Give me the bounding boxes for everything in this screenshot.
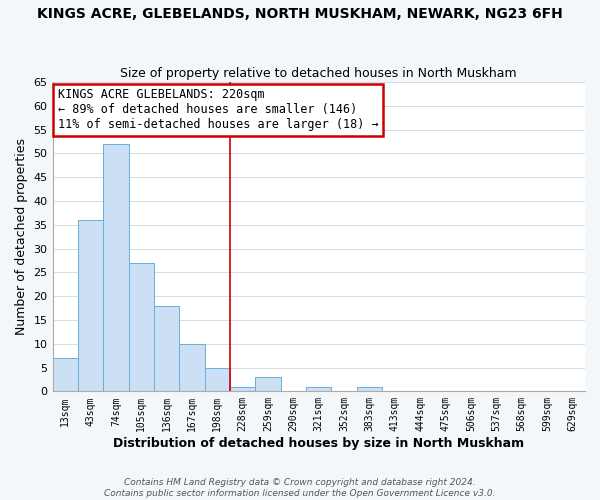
Text: Contains HM Land Registry data © Crown copyright and database right 2024.
Contai: Contains HM Land Registry data © Crown c… — [104, 478, 496, 498]
Bar — [53, 358, 78, 392]
Bar — [128, 263, 154, 392]
Text: KINGS ACRE GLEBELANDS: 220sqm
← 89% of detached houses are smaller (146)
11% of : KINGS ACRE GLEBELANDS: 220sqm ← 89% of d… — [58, 88, 379, 131]
Bar — [78, 220, 103, 392]
Title: Size of property relative to detached houses in North Muskham: Size of property relative to detached ho… — [121, 66, 517, 80]
Bar — [179, 344, 205, 392]
Bar — [230, 386, 256, 392]
Bar — [103, 144, 128, 392]
Bar — [256, 377, 281, 392]
Y-axis label: Number of detached properties: Number of detached properties — [15, 138, 28, 335]
X-axis label: Distribution of detached houses by size in North Muskham: Distribution of detached houses by size … — [113, 437, 524, 450]
Bar — [154, 306, 179, 392]
Text: KINGS ACRE, GLEBELANDS, NORTH MUSKHAM, NEWARK, NG23 6FH: KINGS ACRE, GLEBELANDS, NORTH MUSKHAM, N… — [37, 8, 563, 22]
Bar — [205, 368, 230, 392]
Bar — [306, 386, 331, 392]
Bar — [357, 386, 382, 392]
